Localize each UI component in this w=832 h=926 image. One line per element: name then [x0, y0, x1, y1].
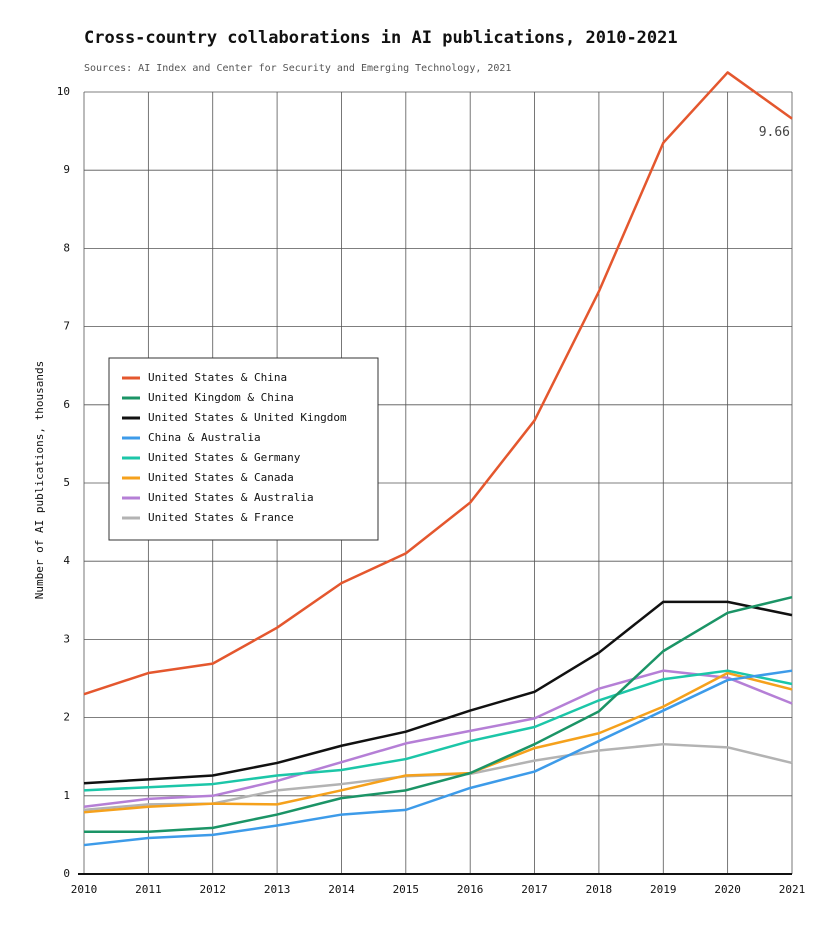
series-line [83, 669, 793, 808]
x-tick-label: 2012 [199, 883, 226, 896]
y-tick-label: 3 [63, 632, 70, 645]
y-tick-label: 6 [63, 398, 70, 411]
x-tick-label: 2019 [650, 883, 677, 896]
x-tick-label: 2015 [393, 883, 420, 896]
y-tick-label: 5 [63, 476, 70, 489]
data-label: 9.66 [759, 125, 790, 140]
x-tick-label: 2014 [328, 883, 355, 896]
series-line [84, 595, 793, 834]
legend: United States & China United Kingdom & Ch… [108, 357, 379, 541]
legend-label: United States & Australia [148, 491, 314, 504]
y-tick-label: 2 [63, 711, 70, 724]
y-tick-label: 7 [63, 320, 70, 333]
y-tick-label: 1 [63, 789, 70, 802]
legend-label: United States & Canada [148, 471, 294, 484]
x-tick-label: 2018 [586, 883, 613, 896]
legend-box [108, 357, 379, 541]
legend-label: United States & France [148, 511, 294, 524]
legend-label: China & Australia [148, 431, 261, 444]
y-tick-label: 0 [63, 867, 70, 880]
legend-label: United States & United Kingdom [148, 411, 347, 424]
series-line [83, 669, 793, 847]
y-tick-label: 10 [57, 85, 70, 98]
x-tick-label: 2013 [264, 883, 291, 896]
x-tick-label: 2011 [135, 883, 162, 896]
series-line [83, 671, 793, 814]
x-tick-label: 2010 [71, 883, 98, 896]
legend-label: United States & China [148, 371, 287, 384]
x-tick-label: 2016 [457, 883, 484, 896]
series-line [83, 669, 793, 792]
x-tick-label: 2020 [714, 883, 741, 896]
chart-subtitle: Sources: AI Index and Center for Securit… [84, 63, 511, 74]
chart-title: Cross-country collaborations in AI publi… [84, 28, 678, 48]
legend-label: United States & Germany [148, 451, 301, 464]
y-tick-label: 9 [63, 163, 70, 176]
y-tick-label: 4 [63, 554, 70, 567]
series-line [83, 600, 793, 785]
series-line [83, 71, 793, 696]
legend-label: United Kingdom & China [148, 391, 294, 404]
y-axis-label: Number of AI publications, thousands [33, 361, 46, 599]
x-tick-label: 2021 [779, 883, 806, 896]
y-tick-label: 8 [63, 241, 70, 254]
x-tick-label: 2017 [521, 883, 548, 896]
